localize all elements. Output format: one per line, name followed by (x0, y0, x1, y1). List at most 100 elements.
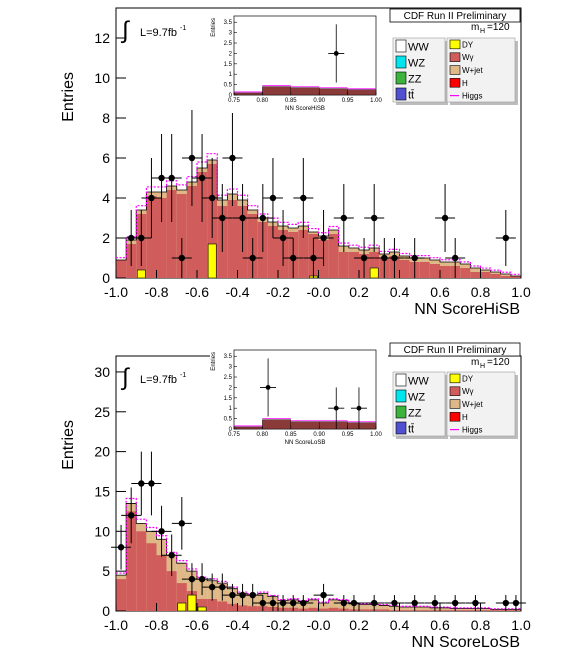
wgamma-bar (116, 260, 127, 278)
inset-y-tick-label: 0.5 (224, 83, 233, 89)
wgamma-bar (207, 599, 218, 611)
wjet-bar (440, 607, 451, 611)
data-point (188, 154, 196, 162)
x-tick-label: 0.8 (471, 284, 491, 300)
title-box (389, 342, 521, 357)
data-point (239, 591, 246, 599)
x-tick-label: 0.4 (390, 284, 410, 300)
data-point (208, 194, 216, 202)
legend-swatch (395, 405, 407, 419)
legend-swatch (395, 55, 407, 69)
legend-label: H (462, 79, 468, 88)
x-axis-label: NN ScoreHiSB (414, 301, 520, 318)
wjet-bar (308, 599, 319, 611)
inset-data-point (265, 385, 271, 390)
x-tick-label: 1.0 (511, 617, 531, 633)
data-point (138, 234, 145, 242)
x-tick-label: 0.6 (430, 284, 450, 300)
data-point (310, 254, 317, 262)
data-point (269, 194, 277, 202)
wgamma-bar (328, 234, 339, 278)
title-box (389, 8, 521, 23)
data-point (391, 254, 398, 262)
inset-y-tick-label: 3 (229, 365, 233, 371)
data-point (502, 599, 510, 607)
inset-bg-bar (347, 89, 377, 96)
x-tick-label: -0.4 (225, 617, 249, 633)
inset-y-label: Entries (211, 18, 217, 37)
inset-y-tick-label: 3.5 (224, 20, 233, 26)
legend-label: WZ (408, 392, 425, 404)
mass-label: m (471, 357, 479, 368)
inset-x-label: NN ScoreHiSB (285, 106, 325, 112)
wgamma-bar (166, 190, 177, 278)
inset-y-tick-label: 1.5 (224, 62, 233, 68)
wgamma-bar (136, 531, 147, 611)
legend-label: tt̄ (408, 89, 414, 101)
data-point (279, 599, 287, 607)
data-point (158, 174, 165, 182)
data-point (472, 599, 479, 607)
inset-y-tick-label: 2 (229, 51, 233, 57)
wgamma-bar (227, 603, 238, 611)
legend-swatch (449, 412, 461, 422)
legend-label: W+jet (462, 400, 483, 409)
data-point (512, 599, 520, 607)
data-point (451, 599, 459, 607)
inset-frame (233, 349, 377, 430)
data-point (249, 254, 256, 262)
y-tick-label: 2 (102, 230, 110, 246)
legend-label: Wγ (462, 53, 474, 62)
lumi-label: L=9.7fb (140, 27, 177, 39)
inset-x-tick-label: 0.95 (342, 432, 354, 438)
wgamma-bar (348, 252, 359, 278)
data-point (198, 174, 206, 182)
data-point (320, 591, 327, 599)
wgamma-bar (480, 272, 491, 278)
y-tick-label: 30 (94, 364, 110, 380)
data-point (300, 599, 307, 607)
inset-x-tick-label: 0.80 (257, 98, 269, 104)
x-tick-label: 0.2 (349, 617, 369, 633)
legend-label: DY (462, 374, 474, 383)
legend-swatch (395, 87, 407, 101)
data-point (269, 599, 277, 607)
data-point (431, 599, 439, 607)
y-tick-label: 4 (102, 190, 110, 206)
y-tick-label: 10 (94, 70, 110, 86)
wgamma-bar (460, 610, 471, 611)
x-tick-label: -0.2 (266, 284, 290, 300)
legend-swatch (449, 52, 461, 62)
inset-bg-bar (262, 86, 291, 96)
data-point (168, 174, 175, 182)
x-tick-label: -1.0 (104, 284, 128, 300)
legend-swatch (449, 386, 461, 396)
data-point (370, 599, 378, 607)
data-point (441, 214, 449, 222)
inset-bg-bar (319, 421, 348, 430)
legend-label: WW (408, 42, 429, 54)
data-point (381, 254, 388, 262)
x-tick-label: -0.8 (144, 284, 168, 300)
wjet-bar (460, 608, 471, 611)
data-point (198, 575, 206, 583)
wgamma-bar (440, 610, 451, 611)
data-point (148, 480, 155, 487)
integral-symbol: ∫ (120, 17, 130, 44)
legend-label: WW (408, 376, 429, 388)
inset-y-tick-label: 1 (229, 72, 233, 78)
wgamma-bar (176, 583, 187, 611)
inset-x-tick-label: 0.90 (313, 432, 325, 438)
wgamma-bar (298, 230, 309, 278)
y-tick-label: 25 (94, 404, 110, 420)
data-point (158, 528, 165, 535)
data-point (289, 599, 297, 607)
y-tick-label: 5 (102, 563, 110, 579)
wgamma-bar (490, 274, 501, 278)
inset-data-point (333, 405, 339, 411)
inset-bg-bar (290, 87, 320, 96)
legend-label: DY (462, 40, 474, 49)
data-point (340, 599, 348, 607)
dy-bar (187, 594, 197, 612)
